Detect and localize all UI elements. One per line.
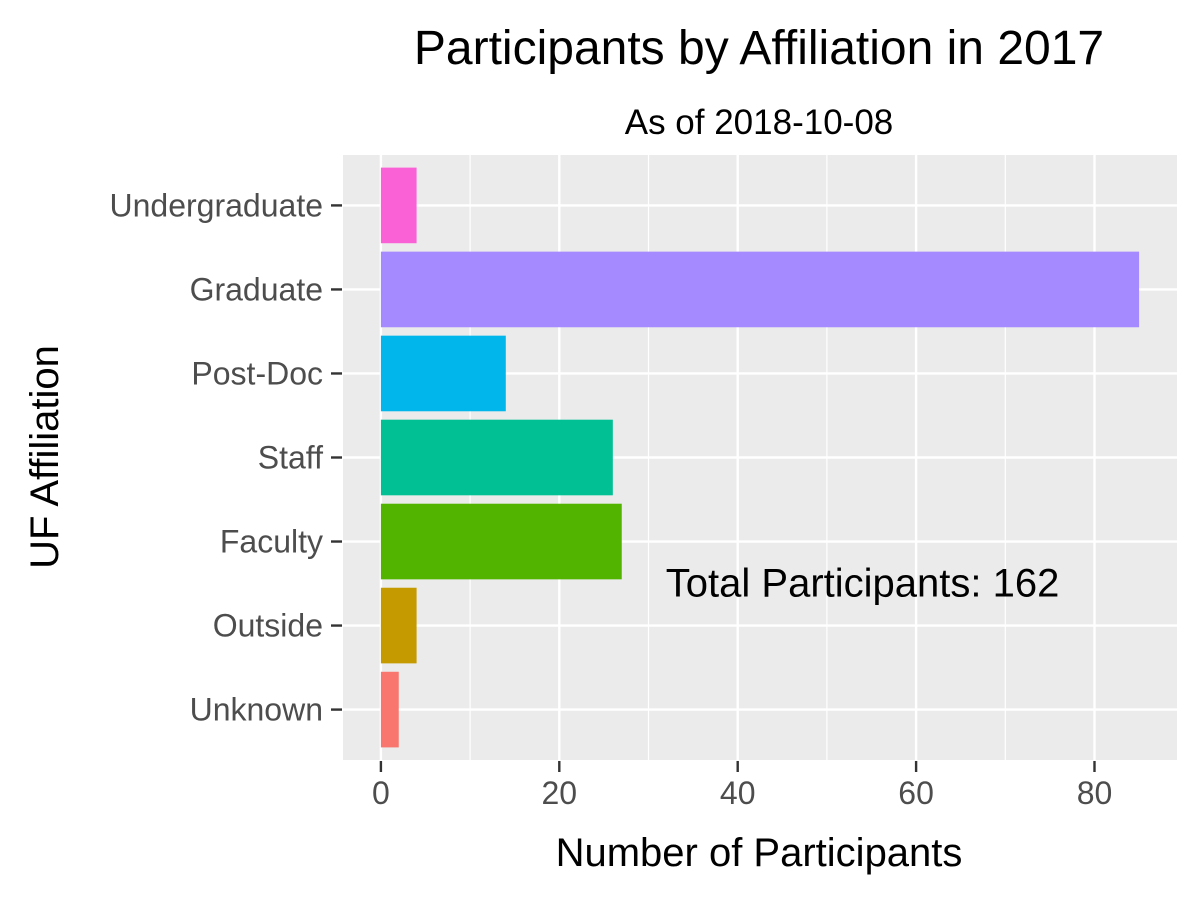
x-tick-label: 60 — [898, 775, 934, 811]
x-axis: 0 20 40 60 80 — [372, 761, 1112, 811]
bar-staff — [380, 419, 613, 496]
bar-graduate — [380, 251, 1140, 328]
bar-undergraduate — [380, 167, 417, 244]
x-tick-label: 80 — [1077, 775, 1113, 811]
bars — [380, 167, 1140, 748]
x-tick-label: 20 — [542, 775, 578, 811]
y-tick-label: Graduate — [190, 271, 323, 307]
chart-subtitle: As of 2018-10-08 — [625, 103, 894, 142]
y-axis-title: UF Affiliation — [23, 345, 67, 569]
bar-faculty — [380, 503, 622, 580]
y-tick-label: Undergraduate — [110, 187, 323, 223]
total-annotation: Total Participants: 162 — [666, 562, 1060, 606]
y-tick-label: Staff — [258, 440, 323, 476]
bar-unknown — [380, 671, 399, 748]
y-axis: Unknown Outside Faculty Staff Post-Doc Gradua… — [110, 187, 342, 728]
y-tick-label: Post-Doc — [191, 355, 323, 391]
chart-title: Participants by Affiliation in 2017 — [414, 22, 1104, 75]
bar-post-doc — [380, 335, 506, 412]
x-tick-label: 0 — [372, 775, 390, 811]
x-tick-label: 40 — [720, 775, 756, 811]
bar-outside — [380, 587, 417, 664]
x-axis-title: Number of Participants — [556, 831, 963, 875]
y-tick-label: Faculty — [220, 524, 323, 560]
y-tick-label: Unknown — [190, 692, 323, 728]
y-tick-label: Outside — [213, 608, 323, 644]
